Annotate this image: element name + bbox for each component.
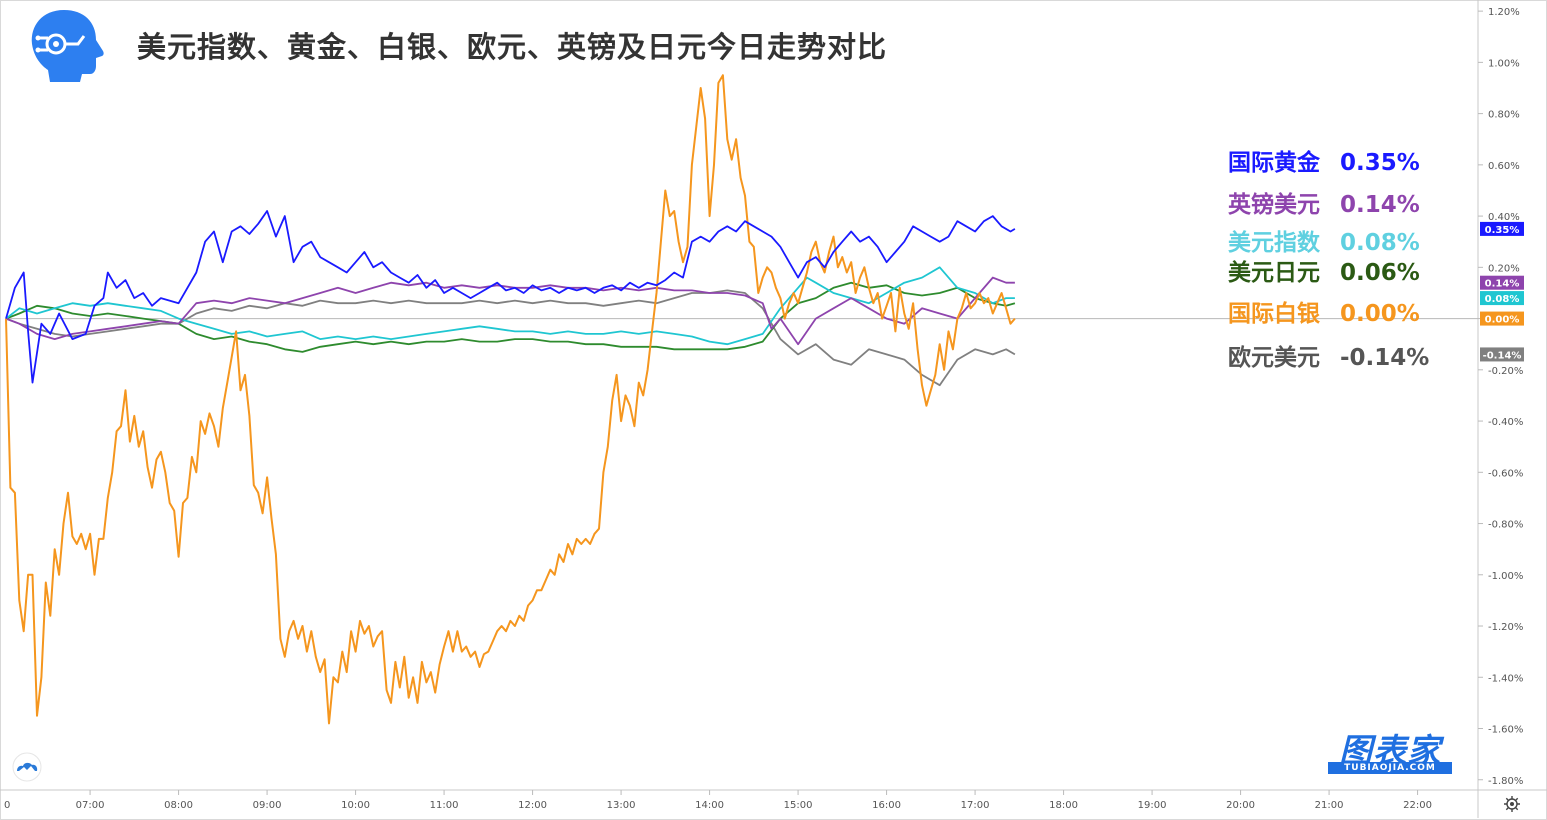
brand-domain: TUBIAOJIA.COM — [1328, 762, 1452, 774]
x-tick-label: 19:00 — [1138, 800, 1167, 811]
legend-item-value: 0.35% — [1340, 150, 1420, 176]
price-tag-5 — [1480, 347, 1524, 362]
brand-head-logo-icon — [31, 10, 104, 82]
y-tick-label: -1.20% — [1488, 622, 1523, 633]
brand-watermark: 图表家 TUBIAOJIA.COM — [1322, 724, 1458, 776]
legend-item-name: 美元日元 — [1228, 260, 1320, 286]
price-tag-label: 0.14% — [1485, 279, 1520, 290]
chart-title: 美元指数、黄金、白银、欧元、英镑及日元今日走势对比 — [137, 30, 888, 64]
y-tick-label: 1.20% — [1488, 7, 1520, 18]
legend-item-value: 0.14% — [1340, 192, 1420, 218]
y-tick-label: -0.40% — [1488, 417, 1523, 428]
series-line-5 — [5, 74, 1016, 725]
x-tick-label: 14:00 — [695, 800, 724, 811]
legend-item-value: 0.06% — [1340, 260, 1420, 286]
x-tick-label: 16:00 — [872, 800, 901, 811]
x-tick-label: 07:00 — [76, 800, 105, 811]
y-tick-label: -1.60% — [1488, 725, 1523, 736]
y-tick-label: 0.60% — [1488, 161, 1520, 172]
x-tick-label: 11:00 — [430, 800, 459, 811]
x-tick-label: 09:00 — [253, 800, 282, 811]
y-tick-label: -1.40% — [1488, 673, 1523, 684]
x-tick-label: 08:00 — [164, 800, 193, 811]
x-tick-label: 21:00 — [1315, 800, 1344, 811]
price-tag-layer: 0.35% 0.14% 0.08% 0.00% -0.14% — [1480, 221, 1524, 362]
legend-item-value: 0.08% — [1340, 230, 1420, 256]
price-tag-label: 0.35% — [1485, 225, 1520, 236]
legend-item-value: 0.00% — [1340, 301, 1420, 327]
y-tick-label: 0.40% — [1488, 212, 1520, 223]
x-tick-label: 17:00 — [961, 800, 990, 811]
legend-item-name: 欧元美元 — [1228, 345, 1320, 371]
x-tick-label: 22:00 — [1403, 800, 1432, 811]
y-tick-label: 0.20% — [1488, 263, 1520, 274]
x-tick-label: 13:00 — [607, 800, 636, 811]
y-tick-label: -0.80% — [1488, 520, 1523, 531]
y-tick-label: 1.00% — [1488, 58, 1520, 69]
price-tag-label: 0.00% — [1485, 315, 1520, 326]
legend-item: 英镑美元 0.14% — [1228, 185, 1420, 219]
settings-gear-icon[interactable] — [1503, 795, 1521, 813]
legend-item: 国际黄金 0.35% — [1228, 143, 1420, 177]
y-tick-label: -1.80% — [1488, 776, 1523, 787]
series-line-2 — [5, 276, 1015, 346]
y-tick-label: -0.60% — [1488, 468, 1523, 479]
x-tick-label: 15:00 — [784, 800, 813, 811]
x-tick-label: 12:00 — [518, 800, 547, 811]
x-tick-label: 20:00 — [1226, 800, 1255, 811]
price-tag-label: 0.08% — [1485, 294, 1520, 305]
series-layer — [5, 74, 1016, 725]
price-tag-label: -0.14% — [1483, 350, 1522, 361]
legend-item-name: 国际黄金 — [1228, 150, 1320, 176]
price-tag-4 — [1480, 311, 1524, 326]
series-line-1 — [5, 210, 1016, 384]
price-tag-3 — [1480, 291, 1524, 306]
y-tick-label: 0.80% — [1488, 110, 1520, 121]
series-line-4 — [5, 281, 1016, 353]
legend-item-value: -0.14% — [1340, 345, 1430, 371]
x-tick-label-first: 0 — [4, 800, 10, 811]
legend-item: 美元指数 0.08% — [1228, 223, 1420, 257]
legend-item: 欧元美元 -0.14% — [1228, 338, 1429, 372]
price-tag-2 — [1480, 275, 1524, 290]
cloud-mountain-icon[interactable] — [10, 752, 44, 782]
y-tick-label: -0.20% — [1488, 366, 1523, 377]
legend-item: 国际白银 0.00% — [1228, 294, 1420, 328]
x-tick-label: 10:00 — [341, 800, 370, 811]
legend-item-name: 国际白银 — [1228, 301, 1320, 327]
legend-item-name: 美元指数 — [1228, 230, 1320, 256]
x-tick-label: 18:00 — [1049, 800, 1078, 811]
legend-item-name: 英镑美元 — [1228, 192, 1320, 218]
y-tick-label: -1.00% — [1488, 571, 1523, 582]
legend-item: 美元日元 0.06% — [1228, 253, 1420, 287]
price-tag-1 — [1480, 221, 1524, 236]
